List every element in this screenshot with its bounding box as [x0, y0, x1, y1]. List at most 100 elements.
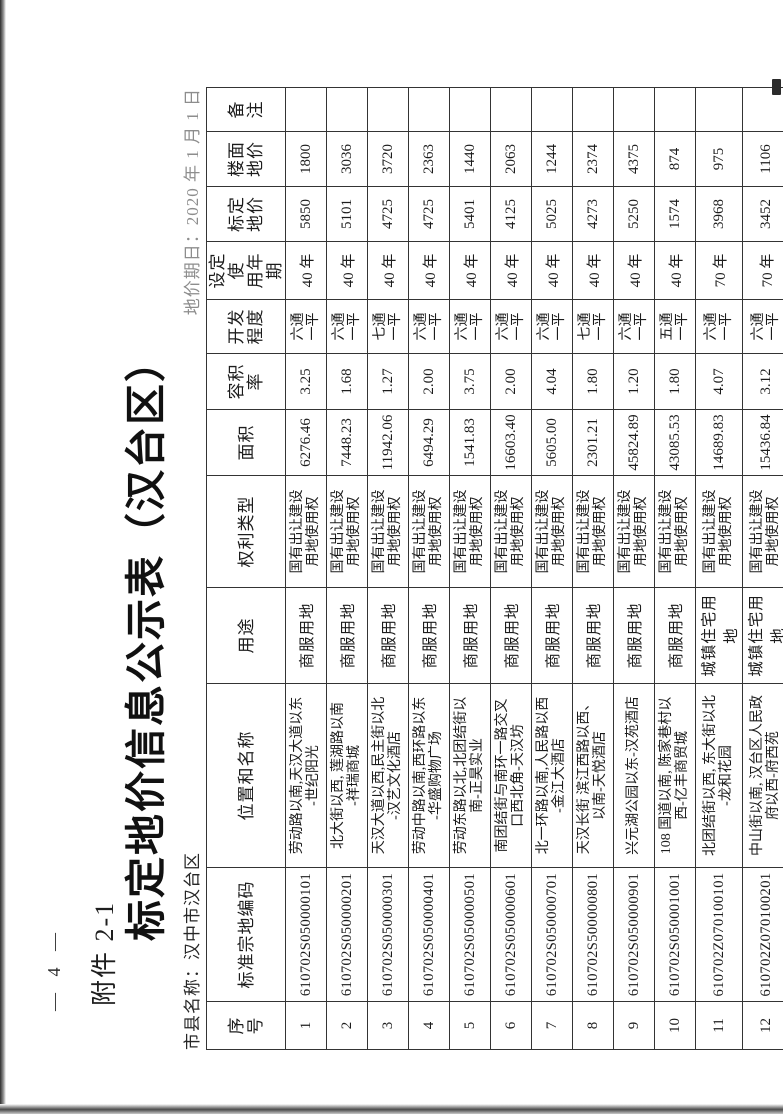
table-cell: 610702S050000401: [408, 867, 450, 1002]
table-cell: 610702S050000301: [367, 867, 409, 1002]
table-cell: 5250: [613, 186, 655, 242]
table-cell: 商服用地: [654, 587, 696, 684]
table-cell: 40 年: [531, 241, 573, 300]
table-cell: 商服用地: [490, 587, 532, 684]
table-cell: 40 年: [326, 241, 368, 300]
region-name-label: 市县名称：汉中市汉台区: [183, 852, 202, 1050]
table-cell: 3.25: [285, 353, 327, 410]
table-cell: 40 年: [285, 241, 327, 300]
table-cell: 商服用地: [285, 587, 327, 684]
column-header: 楼面 地价: [206, 131, 286, 187]
table-cell: [654, 87, 696, 132]
table-cell: 商服用地: [613, 587, 655, 684]
table-cell: 北大街以西, 莲湖路以南 -祥瑞商城: [326, 683, 368, 868]
table-cell: [695, 87, 743, 132]
table-cell: 10: [654, 1001, 696, 1050]
table-cell: 40 年: [367, 241, 409, 300]
paper-edge-left: [0, 0, 6, 1114]
column-header: 标定 地价: [206, 186, 286, 242]
column-header: 开发 程度: [206, 299, 286, 354]
table-cell: 14689.83: [695, 409, 743, 476]
table-row: 3 610702S050000301 天汉大道以西,民主街以北 -汉艺文化酒店 商服用…: [367, 87, 409, 1050]
column-header: 备 注: [206, 87, 286, 132]
table-cell: 中山街以南, 汉台区人民政 府以西-府西苑: [742, 683, 783, 868]
table-cell: 国有出让建设 用地使用权: [408, 475, 450, 588]
table-cell: [490, 87, 532, 132]
table-cell: 610702S050000101: [285, 867, 327, 1002]
table-cell: 1244: [531, 131, 573, 187]
table-cell: [613, 87, 655, 132]
table-row: 8 610702S500000801 天汉长街 滨江西路以西、 以南-天悦酒店 商服用…: [572, 87, 614, 1050]
table-cell: 1800: [285, 131, 327, 187]
table-cell: 5101: [326, 186, 368, 242]
table-cell: 610702S050000701: [531, 867, 573, 1002]
table-header-row: 序 号标准宗地编码 位置和名称 用途 权利类型 面积 容积率 开发 程度 设定使 用年期 标定 …: [206, 87, 286, 1050]
column-header: 序 号: [206, 1001, 286, 1050]
table-cell: 六通 一平: [531, 299, 573, 354]
table-cell: 1.80: [654, 353, 696, 410]
price-date-label: 地价期日：2020 年 1 月 1 日: [183, 88, 202, 316]
table-cell: 5: [449, 1001, 491, 1050]
table-cell: 6: [490, 1001, 532, 1050]
table-cell: 商服用地: [367, 587, 409, 684]
table-cell: 40 年: [613, 241, 655, 300]
table-cell: 610702S050001001: [654, 867, 696, 1002]
table-cell: 1.27: [367, 353, 409, 410]
ink-mark: [772, 79, 781, 95]
table-cell: 7448.23: [326, 409, 368, 476]
meta-row: 市县名称：汉中市汉台区 地价期日：2020 年 1 月 1 日: [178, 88, 203, 1050]
table-cell: [285, 87, 327, 132]
table-cell: 1: [285, 1001, 327, 1050]
table-cell: 北团结街以西, 东大街以北 -龙和花园: [695, 683, 743, 868]
table-cell: 9: [613, 1001, 655, 1050]
table-cell: 610702Z070100101: [695, 867, 743, 1002]
table-cell: 3.75: [449, 353, 491, 410]
table-cell: 3.12: [742, 353, 783, 410]
table-row: 2 610702S050000201 北大街以西, 莲湖路以南 -祥瑞商城 商服用地国…: [326, 87, 368, 1050]
table-cell: 610702S050000501: [449, 867, 491, 1002]
table-cell: 1106: [742, 131, 783, 187]
table-cell: 874: [654, 131, 696, 187]
table-cell: 1.68: [326, 353, 368, 410]
table-row: 6 610702S050000601 南团结街与南环一路交叉 口西北角-天汉坊 商服用…: [490, 87, 532, 1050]
table-cell: 12: [742, 1001, 783, 1050]
table-cell: 7: [531, 1001, 573, 1050]
column-header: 设定使 用年期: [206, 241, 286, 300]
table-row: 9 610702S050000901 兴元湖公园以东-汉苑酒店 商服用地 国有出让建设 …: [613, 87, 655, 1050]
table-cell: 610702Z070100201: [742, 867, 783, 1002]
table-cell: 1.80: [572, 353, 614, 410]
table-header: 序 号标准宗地编码 位置和名称 用途 权利类型 面积 容积率 开发 程度 设定使 用年期 标定 …: [206, 87, 286, 1050]
table-cell: 610702S050000601: [490, 867, 532, 1002]
table-row: 11 610702Z070100101 北团结街以西, 东大街以北 -龙和花园 城镇住…: [695, 87, 743, 1050]
table-cell: 4.04: [531, 353, 573, 410]
table-cell: 40 年: [490, 241, 532, 300]
table-row: 1 610702S050000101 劳动路以南,天汉大道以东 -世纪阳光 商服用地国…: [285, 87, 327, 1050]
table-cell: 2.00: [408, 353, 450, 410]
table-cell: 70 年: [695, 241, 743, 300]
column-header: 权利类型: [206, 475, 286, 588]
column-header: 容积率: [206, 353, 286, 410]
table-cell: 六通 一平: [613, 299, 655, 354]
table-cell: 国有出让建设 用地使用权: [490, 475, 532, 588]
table-cell: 15436.84: [742, 409, 783, 476]
table-cell: 国有出让建设 用地使用权: [654, 475, 696, 588]
table-cell: 2.00: [490, 353, 532, 410]
table-cell: 劳动东路以北,北团结街以 南-正昊实业: [449, 683, 491, 868]
table-cell: 商服用地: [531, 587, 573, 684]
table-cell: 5605.00: [531, 409, 573, 476]
table-cell: 七通 一平: [367, 299, 409, 354]
table-cell: 国有出让建设 用地使用权: [572, 475, 614, 588]
table-cell: 五通 一平: [654, 299, 696, 354]
table-cell: 兴元湖公园以东-汉苑酒店: [613, 683, 655, 868]
table-cell: 40 年: [449, 241, 491, 300]
table-cell: 六通 一平: [490, 299, 532, 354]
table-cell: 6494.29: [408, 409, 450, 476]
table-cell: 3968: [695, 186, 743, 242]
table-cell: 国有出让建设 用地使用权: [742, 475, 783, 588]
table-row: 12 610702Z070100201 中山街以南, 汉台区人民政 府以西-府西苑城…: [742, 87, 783, 1050]
table-cell: 4: [408, 1001, 450, 1050]
table-cell: 610702S050000901: [613, 867, 655, 1002]
table-cell: 2063: [490, 131, 532, 187]
table-cell: 5025: [531, 186, 573, 242]
